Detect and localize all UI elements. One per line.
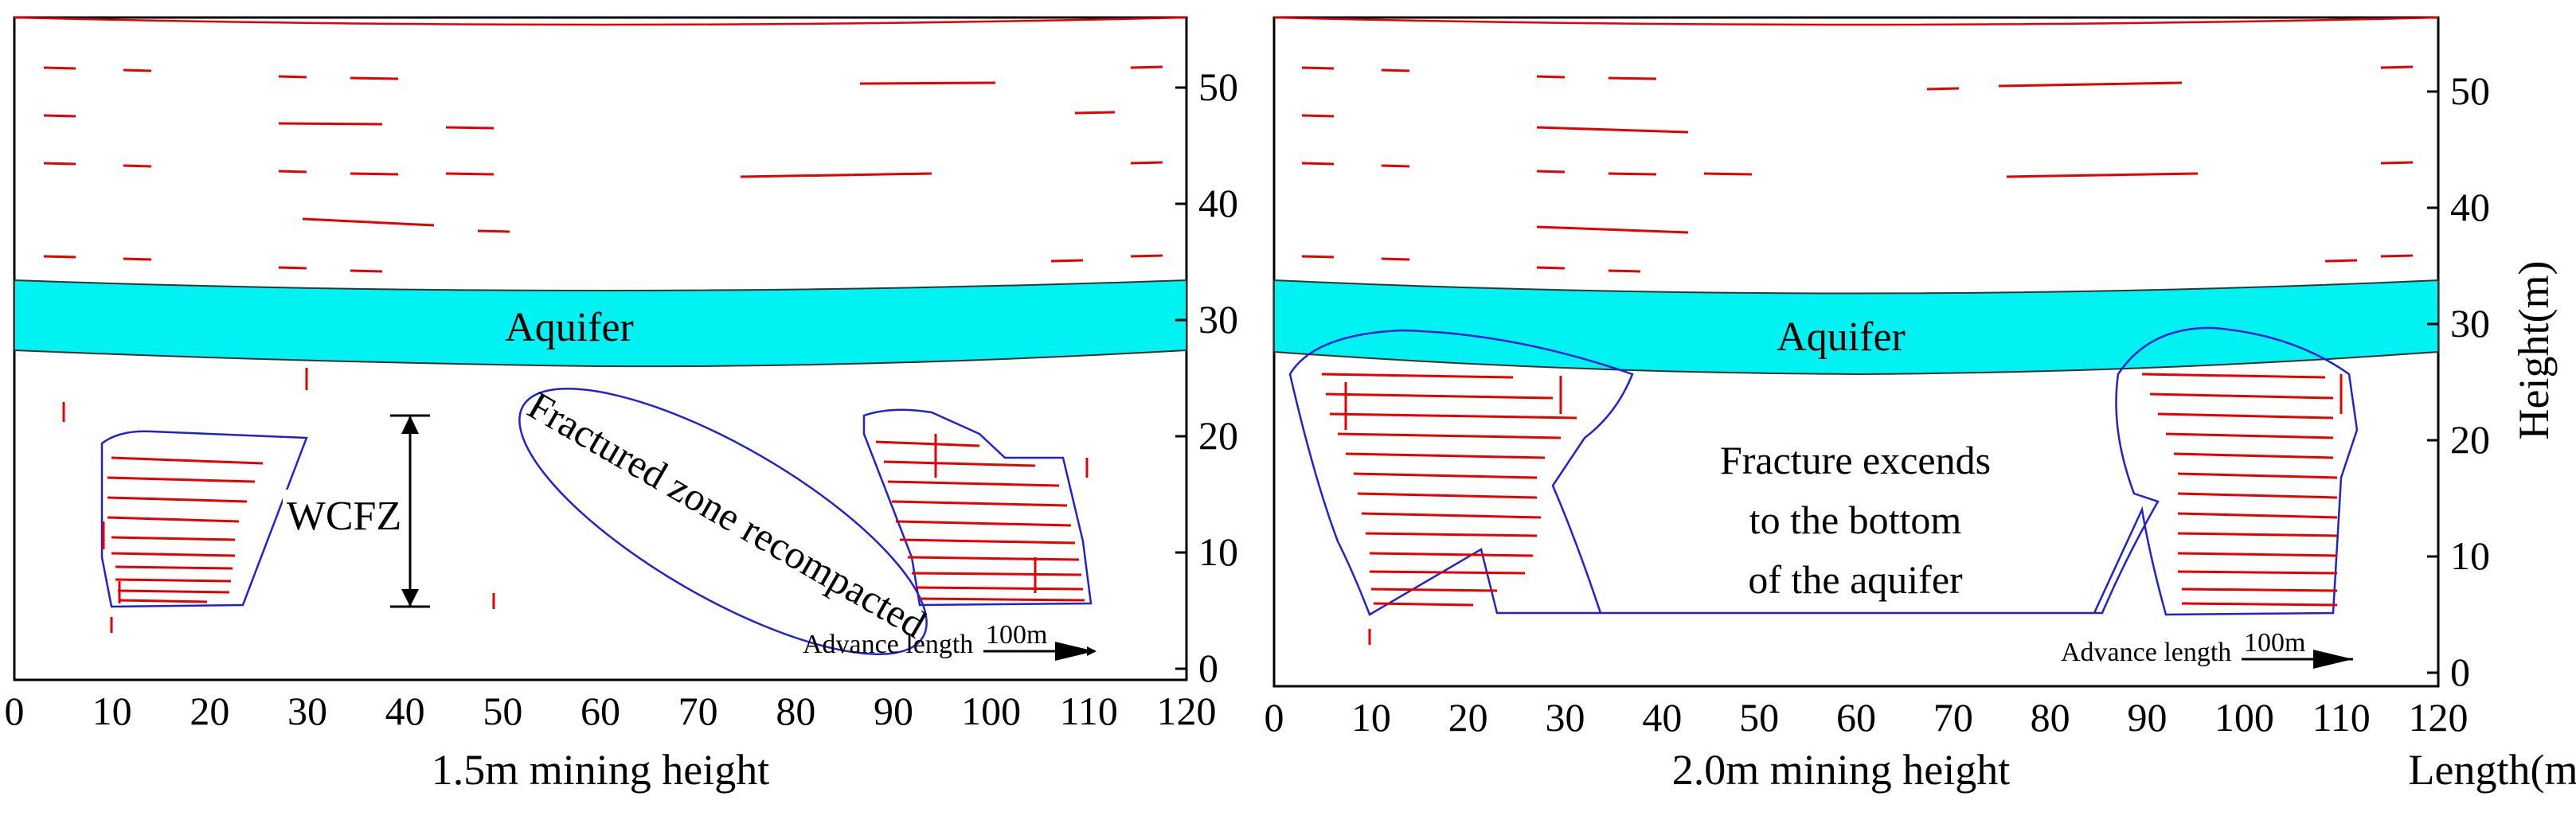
x-tick-label: 90 xyxy=(2128,695,2168,740)
x-tick-label: 100 xyxy=(2214,695,2274,740)
x-tick-label: 0 xyxy=(5,689,25,733)
upper-strata-cracks xyxy=(44,67,1163,271)
wcfz-arrow-down xyxy=(401,589,419,607)
y-tick-label: 30 xyxy=(2450,301,2490,346)
x-tick-label: 20 xyxy=(1448,695,1488,740)
fracture-text-line-3: of the aquifer xyxy=(1748,557,1963,602)
x-tick-label: 70 xyxy=(1933,695,1973,740)
y-tick-label: 20 xyxy=(2450,417,2490,462)
x-tick-label: 50 xyxy=(1739,695,1779,740)
x-tick-label: 60 xyxy=(580,689,620,733)
fractured-zone-right xyxy=(864,410,1091,605)
x-tick-label: 10 xyxy=(92,689,132,733)
y-tick-label: 30 xyxy=(1198,297,1238,342)
x-tick-label: 120 xyxy=(1157,689,1217,733)
advance-label-left: Advance length xyxy=(803,630,973,659)
caption-right: 2.0m mining height xyxy=(1672,746,2011,794)
advance-label-right: Advance length xyxy=(2061,638,2231,667)
y-axis-ticks-left: 0 10 20 30 40 50 xyxy=(1175,64,1238,690)
x-tick-label: 60 xyxy=(1836,695,1876,740)
advance-arrowhead-right xyxy=(2313,650,2353,669)
x-axis-ticks-right: 0 10 20 30 40 50 60 70 80 90 100 110 120 xyxy=(1265,695,2469,740)
y-tick-label: 10 xyxy=(1198,529,1238,574)
y-tick-label: 40 xyxy=(1198,181,1238,225)
panel-left: Aquifer xyxy=(5,18,1239,794)
x-axis-label: Length(m) xyxy=(2409,746,2576,794)
x-tick-label: 40 xyxy=(1642,695,1682,740)
x-tick-label: 120 xyxy=(2409,695,2469,740)
x-tick-label: 20 xyxy=(190,689,229,733)
advance-distance-right: 100m xyxy=(2244,628,2305,658)
x-tick-label: 40 xyxy=(385,689,425,733)
y-axis-ticks-right: 0 10 20 30 40 50 xyxy=(2427,68,2490,694)
x-tick-label: 110 xyxy=(2312,695,2371,740)
y-tick-label: 0 xyxy=(1198,646,1218,690)
zone-cracks-left xyxy=(104,458,263,603)
fracture-text-line-1: Fracture excends xyxy=(1720,438,1991,482)
y-axis-label: Height(m) xyxy=(2510,261,2558,440)
wcfz-label: WCFZ xyxy=(287,494,401,539)
advance-arrowhead-left xyxy=(1055,642,1095,661)
aquifer-label: Aquifer xyxy=(505,305,634,350)
panel-right: Aquifer xyxy=(1265,18,2576,794)
x-tick-label: 110 xyxy=(1060,689,1118,733)
y-tick-label: 40 xyxy=(2450,185,2490,229)
y-tick-label: 20 xyxy=(1198,413,1238,458)
y-tick-label: 10 xyxy=(2450,533,2490,578)
wcfz-arrow-up xyxy=(401,416,419,434)
x-tick-label: 80 xyxy=(776,689,815,733)
upper-strata-cracks-right xyxy=(1302,67,2413,271)
x-tick-label: 80 xyxy=(2031,695,2070,740)
x-tick-label: 30 xyxy=(1546,695,1585,740)
x-tick-label: 70 xyxy=(678,689,718,733)
y-tick-label: 50 xyxy=(1198,64,1238,109)
x-tick-label: 30 xyxy=(287,689,327,733)
y-tick-label: 0 xyxy=(2450,650,2470,694)
x-tick-label: 90 xyxy=(874,689,913,733)
x-tick-label: 0 xyxy=(1265,695,1284,740)
advance-distance-left: 100m xyxy=(986,620,1047,650)
x-tick-label: 100 xyxy=(961,689,1021,733)
x-tick-label: 50 xyxy=(483,689,522,733)
caption-left: 1.5m mining height xyxy=(432,746,770,794)
y-tick-label: 50 xyxy=(2450,68,2490,113)
fracture-text-line-2: to the bottom xyxy=(1749,498,1962,542)
aquifer-label-right: Aquifer xyxy=(1777,314,1906,360)
x-axis-ticks-left: 0 10 20 30 40 50 60 70 80 90 100 110 120 xyxy=(5,689,1217,733)
x-tick-label: 10 xyxy=(1351,695,1391,740)
